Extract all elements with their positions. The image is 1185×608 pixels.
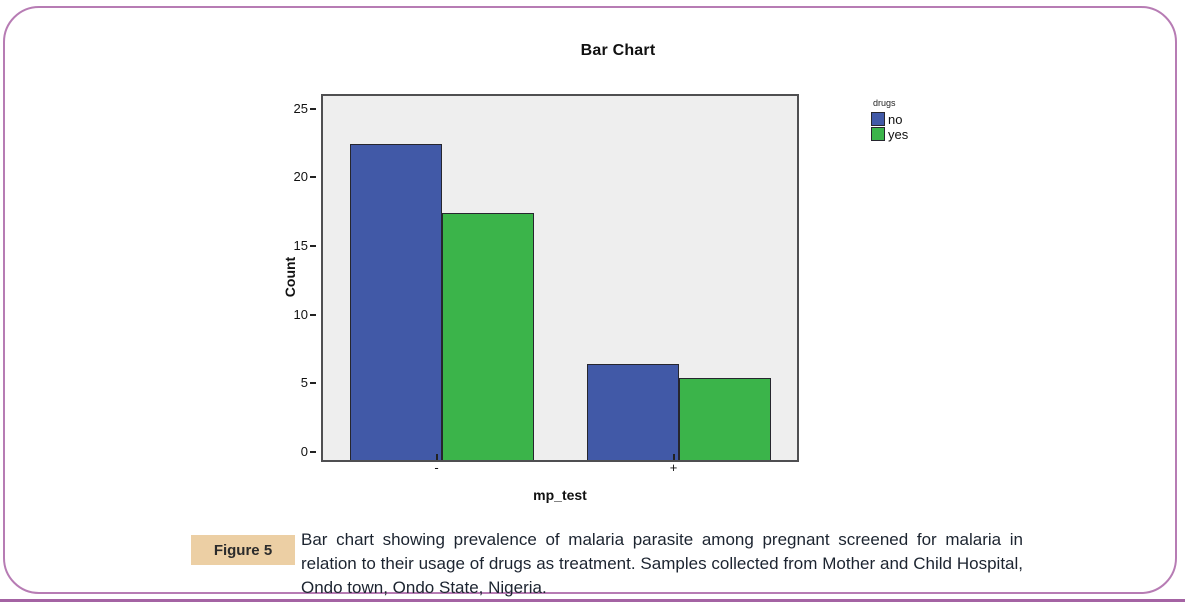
x-tick-label: + bbox=[669, 460, 678, 475]
legend-label: yes bbox=[888, 126, 909, 142]
y-tick-label: 0 bbox=[300, 444, 308, 459]
plot-area bbox=[321, 94, 799, 462]
legend-items: no yes bbox=[871, 111, 909, 142]
y-tick-label: 5 bbox=[300, 375, 308, 391]
y-tick-label: 15 bbox=[293, 237, 308, 253]
y-tick-mark bbox=[310, 382, 316, 385]
bar-yes-pos bbox=[678, 377, 771, 460]
figure-label: Figure 5 bbox=[191, 535, 295, 565]
y-tick-mark bbox=[310, 176, 316, 179]
bar-no-pos bbox=[586, 363, 679, 460]
y-tick-label: 20 bbox=[293, 169, 308, 185]
legend-swatch-yes bbox=[871, 127, 885, 141]
legend-swatch-no bbox=[871, 112, 885, 126]
y-tick-mark bbox=[310, 107, 316, 110]
figure-frame: Bar Chart Count mp_test drugs no yes Figu… bbox=[3, 6, 1177, 597]
x-tick-mark bbox=[435, 454, 438, 460]
figure-caption: Bar chart showing prevalence of malaria … bbox=[301, 530, 1023, 597]
x-tick-label: - bbox=[434, 460, 439, 475]
legend-title: drugs bbox=[873, 98, 896, 108]
bottom-rule bbox=[0, 599, 1185, 602]
legend-item-yes: yes bbox=[871, 126, 909, 142]
y-tick-label: 25 bbox=[293, 100, 308, 116]
y-tick-mark bbox=[310, 244, 316, 247]
legend-item-no: no bbox=[871, 111, 908, 127]
y-tick-label: 10 bbox=[293, 306, 308, 322]
bar-yes-neg bbox=[441, 212, 534, 460]
bar-no-neg bbox=[349, 144, 442, 460]
y-tick-mark bbox=[310, 451, 316, 453]
y-axis-label: Count bbox=[282, 256, 298, 298]
legend-label: no bbox=[888, 111, 903, 127]
legend: drugs no yes bbox=[871, 98, 908, 142]
y-tick-mark bbox=[310, 313, 316, 316]
chart-title: Bar Chart bbox=[580, 42, 656, 59]
x-axis-label: mp_test bbox=[533, 487, 587, 503]
x-tick-mark bbox=[672, 454, 675, 460]
